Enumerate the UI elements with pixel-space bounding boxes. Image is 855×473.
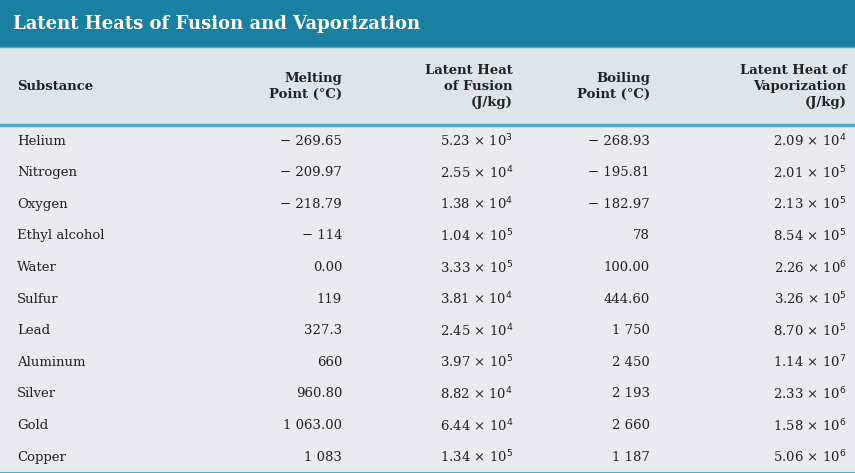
Text: 2 450: 2 450 (612, 356, 650, 369)
Text: 78: 78 (633, 229, 650, 243)
Text: 5.06 × 10$^{6}$: 5.06 × 10$^{6}$ (773, 449, 846, 465)
Text: Latent Heat
of Fusion
(J/kg): Latent Heat of Fusion (J/kg) (425, 64, 513, 109)
Text: − 182.97: − 182.97 (588, 198, 650, 211)
Text: 1.04 × 10$^{5}$: 1.04 × 10$^{5}$ (440, 228, 513, 244)
Text: 119: 119 (316, 293, 342, 306)
Text: 1 187: 1 187 (612, 451, 650, 464)
Text: − 195.81: − 195.81 (588, 166, 650, 179)
Text: − 209.97: − 209.97 (280, 166, 342, 179)
FancyBboxPatch shape (0, 125, 855, 473)
Text: 8.54 × 10$^{5}$: 8.54 × 10$^{5}$ (774, 228, 846, 244)
Text: Helium: Helium (17, 135, 66, 148)
Text: − 114: − 114 (302, 229, 342, 243)
Text: Boiling
Point (°C): Boiling Point (°C) (576, 72, 650, 101)
Text: 444.60: 444.60 (604, 293, 650, 306)
Text: 8.82 × 10$^{4}$: 8.82 × 10$^{4}$ (440, 385, 513, 403)
Text: 2.01 × 10$^{5}$: 2.01 × 10$^{5}$ (774, 165, 846, 181)
Text: Aluminum: Aluminum (17, 356, 86, 369)
Text: 0.00: 0.00 (313, 261, 342, 274)
Text: 1.38 × 10$^{4}$: 1.38 × 10$^{4}$ (439, 196, 513, 213)
FancyBboxPatch shape (0, 0, 855, 47)
Text: 100.00: 100.00 (604, 261, 650, 274)
Text: Sulfur: Sulfur (17, 293, 59, 306)
Text: 6.44 × 10$^{4}$: 6.44 × 10$^{4}$ (439, 417, 513, 434)
Text: Lead: Lead (17, 324, 50, 337)
Text: 1.34 × 10$^{5}$: 1.34 × 10$^{5}$ (440, 449, 513, 465)
Text: 1.14 × 10$^{7}$: 1.14 × 10$^{7}$ (773, 354, 846, 371)
FancyBboxPatch shape (0, 47, 855, 125)
Text: Water: Water (17, 261, 57, 274)
Text: 2 193: 2 193 (612, 387, 650, 401)
Text: Melting
Point (°C): Melting Point (°C) (268, 72, 342, 101)
Text: Latent Heats of Fusion and Vaporization: Latent Heats of Fusion and Vaporization (13, 15, 420, 33)
Text: Oxygen: Oxygen (17, 198, 68, 211)
Text: − 218.79: − 218.79 (280, 198, 342, 211)
Text: 2.09 × 10$^{4}$: 2.09 × 10$^{4}$ (773, 133, 846, 149)
Text: Copper: Copper (17, 451, 66, 464)
Text: 2 660: 2 660 (612, 419, 650, 432)
Text: 1 083: 1 083 (304, 451, 342, 464)
Text: 8.70 × 10$^{5}$: 8.70 × 10$^{5}$ (774, 323, 846, 339)
Text: 2.26 × 10$^{6}$: 2.26 × 10$^{6}$ (774, 259, 846, 276)
Text: Latent Heat of
Vaporization
(J/kg): Latent Heat of Vaporization (J/kg) (740, 64, 846, 109)
Text: 960.80: 960.80 (296, 387, 342, 401)
Text: 3.97 × 10$^{5}$: 3.97 × 10$^{5}$ (440, 354, 513, 371)
Text: − 268.93: − 268.93 (588, 135, 650, 148)
Text: − 269.65: − 269.65 (280, 135, 342, 148)
Text: 2.33 × 10$^{6}$: 2.33 × 10$^{6}$ (773, 385, 846, 403)
Text: 2.45 × 10$^{4}$: 2.45 × 10$^{4}$ (439, 323, 513, 339)
Text: 2.13 × 10$^{5}$: 2.13 × 10$^{5}$ (774, 196, 846, 213)
Text: 5.23 × 10$^{3}$: 5.23 × 10$^{3}$ (440, 133, 513, 149)
Text: 660: 660 (316, 356, 342, 369)
Text: 3.81 × 10$^{4}$: 3.81 × 10$^{4}$ (440, 291, 513, 307)
Text: 1 063.00: 1 063.00 (283, 419, 342, 432)
Text: Substance: Substance (17, 80, 93, 93)
Text: 2.55 × 10$^{4}$: 2.55 × 10$^{4}$ (439, 165, 513, 181)
Text: 3.26 × 10$^{5}$: 3.26 × 10$^{5}$ (774, 291, 846, 307)
Text: 327.3: 327.3 (304, 324, 342, 337)
Text: 1.58 × 10$^{6}$: 1.58 × 10$^{6}$ (773, 417, 846, 434)
Text: 3.33 × 10$^{5}$: 3.33 × 10$^{5}$ (440, 259, 513, 276)
Text: Gold: Gold (17, 419, 49, 432)
Text: Ethyl alcohol: Ethyl alcohol (17, 229, 104, 243)
Text: 1 750: 1 750 (612, 324, 650, 337)
Text: Nitrogen: Nitrogen (17, 166, 77, 179)
Text: Silver: Silver (17, 387, 56, 401)
